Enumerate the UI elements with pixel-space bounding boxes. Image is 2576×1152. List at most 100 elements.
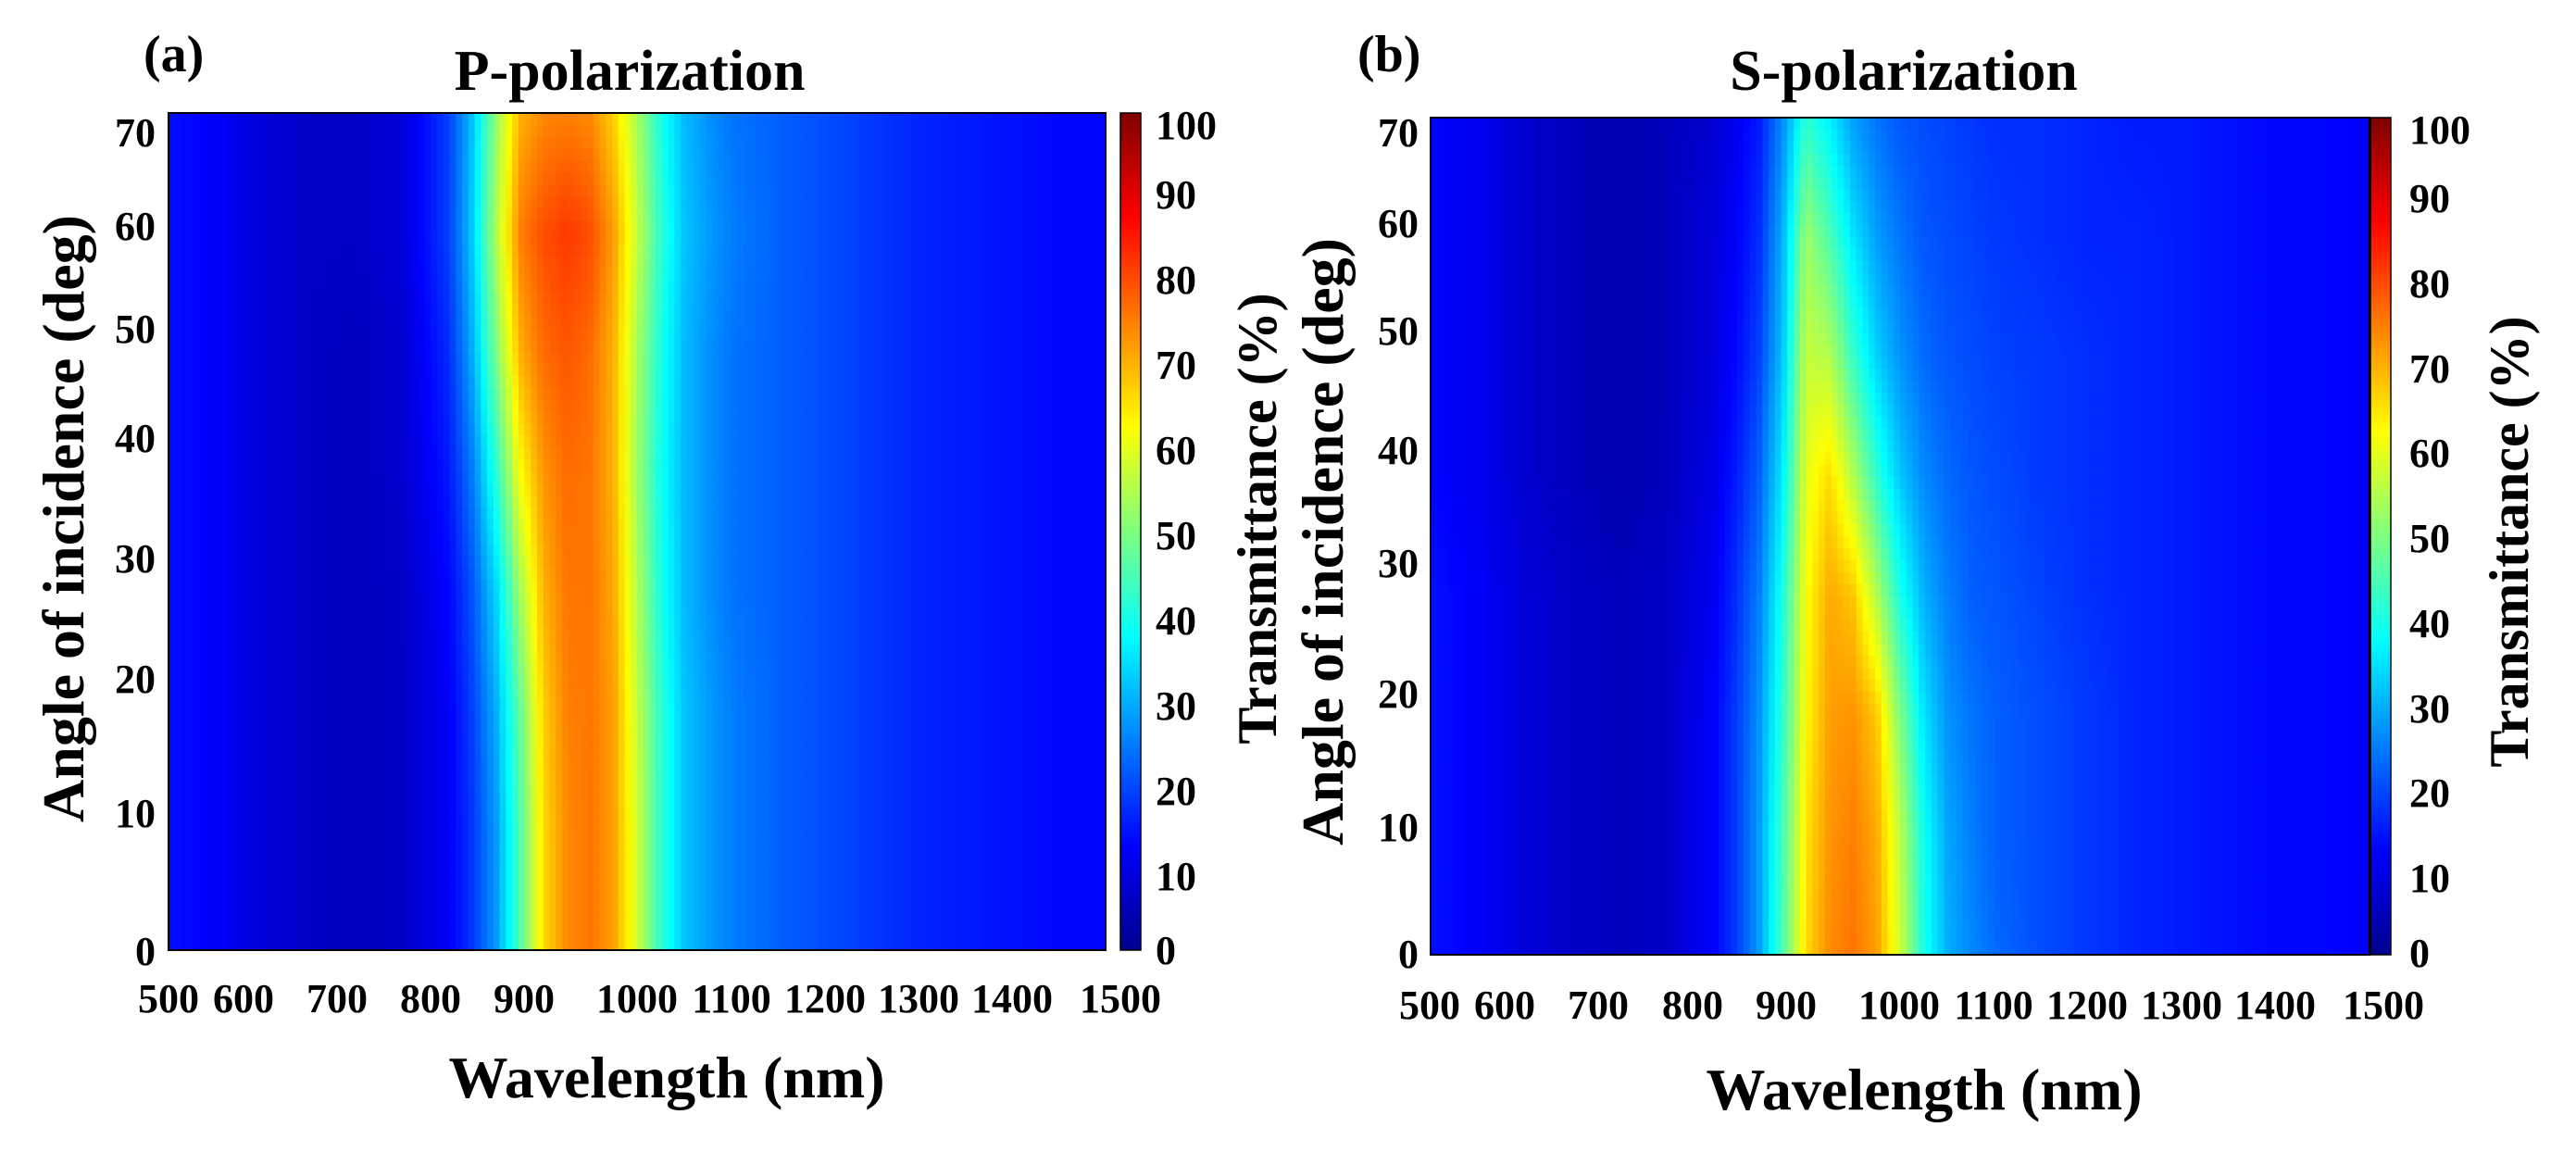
heatmap-cell (862, 257, 869, 269)
heatmap-cell (869, 161, 875, 174)
heatmap-cell (706, 424, 712, 437)
heatmap-cell (181, 340, 187, 353)
heatmap-cell (381, 269, 387, 282)
heatmap-cell (450, 269, 456, 282)
heatmap-cell (656, 184, 662, 197)
heatmap-cell (431, 184, 437, 197)
heatmap-cell (874, 352, 881, 365)
heatmap-cell (794, 388, 800, 401)
heatmap-cell (899, 244, 906, 257)
heatmap-cell (337, 471, 344, 484)
heatmap-cell (1031, 376, 1037, 389)
heatmap-cell (737, 328, 744, 341)
heatmap-cell (187, 471, 194, 484)
heatmap-cell (699, 483, 706, 496)
heatmap-cell (544, 483, 550, 496)
heatmap-cell (225, 495, 231, 508)
heatmap-cell (1019, 196, 1025, 209)
heatmap-cell (312, 184, 319, 197)
heatmap-cell (931, 244, 937, 257)
heatmap-cell (924, 149, 931, 162)
heatmap-cell (931, 388, 937, 401)
heatmap-cell (231, 376, 237, 389)
heatmap-cell (874, 232, 881, 245)
heatmap-cell (674, 232, 681, 245)
heatmap-cell (612, 113, 619, 126)
heatmap-cell (994, 328, 1000, 341)
heatmap-cell (999, 340, 1006, 353)
heatmap-cell (600, 388, 606, 401)
heatmap-cell (937, 257, 944, 269)
heatmap-cell (669, 448, 675, 461)
heatmap-cell (949, 232, 956, 245)
heatmap-cell (269, 293, 275, 306)
heatmap-cell (631, 305, 637, 318)
heatmap-cell (919, 471, 925, 484)
heatmap-cell (350, 400, 356, 413)
heatmap-cell (949, 208, 956, 221)
heatmap-cell (737, 281, 744, 294)
heatmap-cell (806, 305, 812, 318)
heatmap-cell (262, 364, 269, 377)
heatmap-cell (569, 424, 575, 437)
heatmap-cell (550, 125, 556, 138)
heatmap-cell (681, 424, 687, 437)
heatmap-cell (625, 281, 631, 294)
heatmap-cell (974, 257, 981, 269)
heatmap-cell (550, 483, 556, 496)
heatmap-cell (475, 173, 481, 186)
heatmap-cell (281, 173, 287, 186)
heatmap-cell (394, 471, 400, 484)
heatmap-cell (869, 184, 875, 197)
heatmap-cell (612, 281, 619, 294)
heatmap-cell (837, 317, 844, 330)
heatmap-cell (437, 376, 444, 389)
heatmap-cell (237, 113, 244, 126)
heatmap-cell (1006, 149, 1012, 162)
heatmap-cell (731, 340, 737, 353)
heatmap-cell (1044, 436, 1050, 449)
heatmap-cell (381, 161, 387, 174)
heatmap-cell (294, 184, 300, 197)
heatmap-cell (831, 161, 837, 174)
heatmap-cell (375, 328, 381, 341)
heatmap-cell (1074, 305, 1081, 318)
heatmap-cell (824, 471, 831, 484)
heatmap-cell (419, 269, 425, 282)
heatmap-cell (762, 460, 769, 473)
heatmap-cell (412, 340, 419, 353)
heatmap-cell (306, 376, 312, 389)
heatmap-cell (769, 161, 775, 174)
heatmap-cell (475, 460, 481, 473)
heatmap-cell (406, 352, 412, 365)
heatmap-cell (356, 364, 362, 377)
heatmap-cell (425, 328, 431, 341)
heatmap-cell (294, 113, 300, 126)
heatmap-cell (306, 208, 312, 221)
heatmap-cell (1056, 196, 1062, 209)
heatmap-cell (506, 305, 512, 318)
heatmap-cell (562, 436, 569, 449)
heatmap-cell (906, 269, 912, 282)
heatmap-cell (762, 388, 769, 401)
heatmap-cell (969, 424, 975, 437)
heatmap-cell (824, 161, 831, 174)
heatmap-cell (487, 161, 494, 174)
heatmap-cell (262, 220, 269, 233)
heatmap-cell (306, 507, 312, 520)
heatmap-cell (894, 388, 900, 401)
heatmap-cell (537, 317, 544, 330)
heatmap-cell (550, 208, 556, 221)
heatmap-cell (450, 483, 456, 496)
heatmap-cell (431, 448, 437, 461)
heatmap-cell (774, 244, 781, 257)
heatmap-cell (812, 161, 819, 174)
heatmap-cell (219, 244, 225, 257)
heatmap-cell (581, 328, 587, 341)
heatmap-cell (175, 483, 181, 496)
heatmap-cell (687, 471, 694, 484)
heatmap-cell (487, 244, 494, 257)
heatmap-cell (275, 305, 281, 318)
heatmap-cell (694, 471, 700, 484)
heatmap-cell (412, 208, 419, 221)
